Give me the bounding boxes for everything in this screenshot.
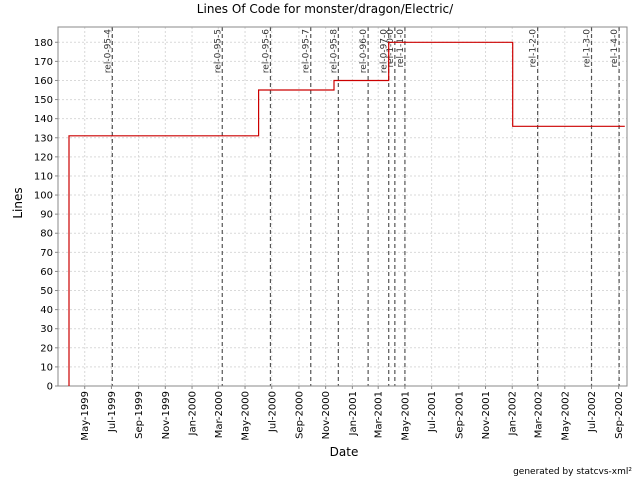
y-tick-label: 60 [40, 267, 53, 278]
release-marker-label: rel-0-95-5 [213, 29, 223, 73]
release-marker-label: rel-1-2-0 [529, 29, 539, 68]
x-tick-label: Sep-1999 [134, 391, 145, 439]
x-tick-label: Jan-2001 [348, 391, 359, 436]
x-tick-label: Mar-2000 [214, 391, 225, 438]
release-marker-label: rel-0-95-8 [329, 29, 339, 73]
release-marker-label: rel-0-96-0 [359, 29, 369, 73]
release-marker-label: rel-1-1-0 [396, 29, 406, 68]
y-tick-label: 100 [34, 191, 53, 202]
chart-title: Lines Of Code for monster/dragon/Electri… [197, 2, 454, 16]
release-marker-label: rel-1-4-0 [610, 29, 620, 68]
x-tick-label: May-2001 [400, 391, 411, 441]
release-marker-label: rel-1-0-0 [386, 29, 396, 68]
y-tick-label: 70 [40, 248, 53, 259]
lines-of-code-series-line [68, 41, 625, 386]
x-tick-label: Jul-2002 [587, 391, 598, 433]
y-tick-label: 0 [47, 382, 53, 393]
x-tick-label: Nov-2000 [321, 391, 332, 439]
y-axis-title: Lines [11, 187, 25, 218]
x-tick-label: Nov-2001 [481, 391, 492, 439]
x-tick-label: Jul-1999 [107, 391, 118, 433]
release-markers: rel-0-95-4 rel-0-95-5 rel-0-95-6 rel-0-95-7… [103, 27, 620, 386]
y-tick-label: 120 [34, 152, 53, 163]
y-tick-label: 50 [40, 286, 53, 297]
x-tick-label: May-2002 [560, 391, 571, 441]
x-tick-label: May-2000 [241, 391, 252, 441]
release-marker-label: rel-0-95-4 [103, 29, 113, 73]
x-axis: May-1999 Jul-1999 Sep-1999 Nov-1999 Jan-2000… [80, 386, 625, 441]
x-tick-label: Sep-2002 [614, 391, 625, 439]
y-tick-label: 40 [40, 305, 53, 316]
y-tick-label: 90 [40, 210, 53, 221]
x-tick-label: Jul-2001 [427, 391, 438, 433]
y-tick-label: 110 [34, 171, 53, 182]
y-axis: 0 10 20 30 40 50 60 70 80 90 100 110 120 130 140 150 160… [34, 38, 58, 393]
y-tick-label: 140 [34, 114, 53, 125]
x-tick-label: Jan-2002 [508, 391, 519, 436]
grid [58, 27, 627, 386]
y-tick-label: 10 [40, 362, 53, 373]
y-tick-label: 20 [40, 343, 53, 354]
x-tick-label: Mar-2001 [374, 391, 385, 438]
y-tick-label: 160 [34, 76, 53, 87]
y-tick-label: 30 [40, 324, 53, 335]
x-tick-label: Sep-2000 [294, 391, 305, 439]
x-tick-label: Nov-1999 [161, 391, 172, 439]
y-tick-label: 130 [34, 133, 53, 144]
release-marker-label: rel-1-3-0 [583, 29, 593, 68]
y-tick-label: 180 [34, 38, 53, 49]
x-axis-title: Date [330, 445, 359, 459]
y-tick-label: 80 [40, 229, 53, 240]
y-tick-label: 170 [34, 57, 53, 68]
series [68, 41, 625, 386]
y-tick-label: 150 [34, 95, 53, 106]
x-tick-label: Mar-2002 [534, 391, 545, 438]
release-marker-label: rel-0-97-0 [380, 29, 390, 73]
footer-credit: generated by statcvs-xml² [513, 467, 632, 477]
release-marker-label: rel-0-95-6 [261, 29, 271, 73]
x-tick-label: May-1999 [80, 391, 91, 441]
plot-area [57, 26, 628, 387]
x-tick-label: Sep-2001 [454, 391, 465, 439]
release-marker-label: rel-0-95-7 [302, 29, 312, 73]
x-tick-label: Jan-2000 [188, 391, 199, 436]
x-tick-label: Jul-2000 [267, 391, 278, 433]
